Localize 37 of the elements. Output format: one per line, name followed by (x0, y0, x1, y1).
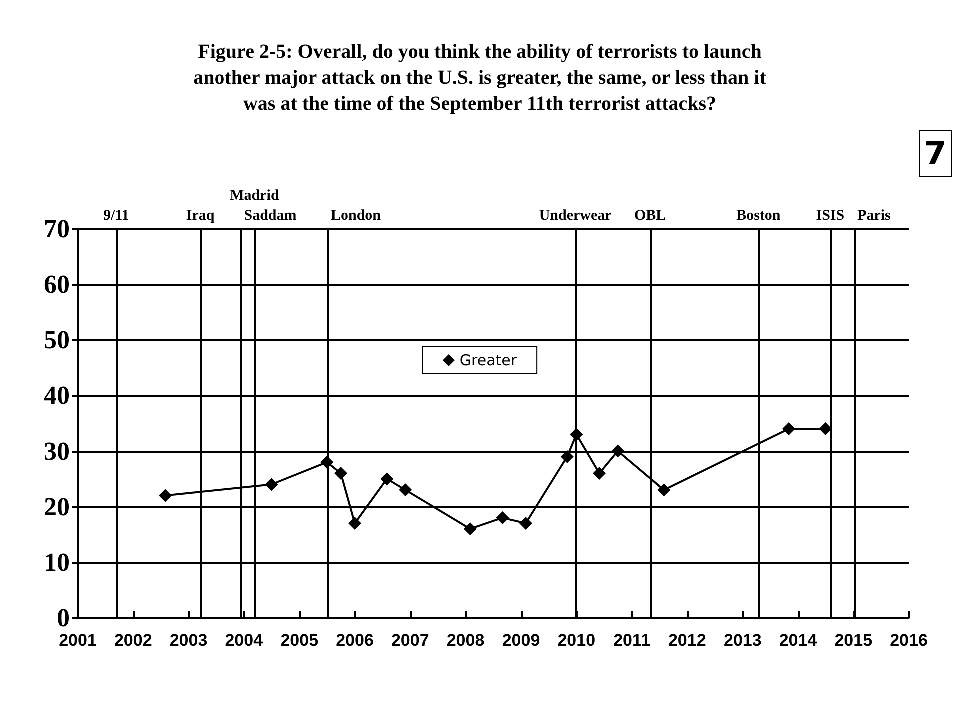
x-tick-label: 2007 (391, 631, 430, 650)
x-tick-label: 2012 (668, 631, 706, 650)
ref-line-label: Paris (858, 208, 892, 224)
ref-line-label: Underwear (539, 208, 612, 224)
y-tick-label: 20 (44, 492, 70, 522)
x-tick-label: 2016 (890, 631, 928, 650)
y-tick-label: 30 (44, 436, 70, 466)
x-tick-label: 2011 (614, 631, 650, 650)
chart-title: Figure 2-5: Overall, do you think the ability of terrorists to launch another major attack on the U.S. is greater, the same, or less than it was at the time of the September 11th terrorist attacks? (194, 41, 767, 115)
y-tick-label: 60 (44, 270, 70, 300)
ref-line-label: ISIS (816, 208, 845, 224)
x-tick-label: 2015 (834, 631, 873, 650)
x-tick-label: 2005 (280, 631, 319, 650)
ref-line-label: Boston (736, 208, 782, 224)
x-tick-label: 2002 (114, 631, 152, 650)
ref-line-label: Saddam (244, 208, 298, 224)
ref-line-label: London (331, 208, 382, 224)
y-tick-label: 10 (44, 548, 70, 577)
x-tick-label: 2014 (779, 631, 818, 650)
x-tick-label: 2008 (446, 631, 485, 650)
ref-line-label: 9/11 (103, 208, 130, 224)
x-tick-label: 2006 (336, 631, 374, 650)
text: 7 (924, 134, 947, 172)
ref-line-label: OBL (634, 208, 666, 224)
x-tick-label: 2003 (170, 631, 208, 650)
x-tick-label: 2001 (59, 631, 97, 650)
x-tick-label: 2009 (502, 631, 540, 650)
x-tick-label: 2010 (558, 631, 596, 650)
x-tick-label: 2004 (225, 631, 264, 650)
y-tick-label: 40 (44, 381, 70, 410)
y-tick-label: 50 (44, 326, 70, 355)
x-tick-label: 2013 (724, 631, 762, 650)
legend-label: Greater (460, 352, 518, 370)
y-tick-label: 70 (44, 214, 70, 244)
y-tick-label: 0 (57, 604, 70, 632)
ref-line-label: Madrid (230, 188, 280, 204)
ref-line-label: Iraq (186, 208, 216, 224)
